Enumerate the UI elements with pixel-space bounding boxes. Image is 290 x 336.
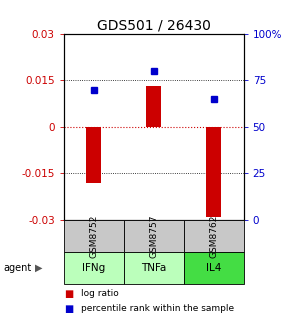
Text: log ratio: log ratio: [81, 289, 119, 298]
Text: TNFa: TNFa: [141, 263, 166, 273]
Text: agent: agent: [3, 263, 31, 273]
Text: percentile rank within the sample: percentile rank within the sample: [81, 304, 234, 313]
Bar: [206, 127, 221, 217]
Text: GSM8762: GSM8762: [209, 214, 218, 258]
Text: GSM8752: GSM8752: [89, 214, 98, 258]
Bar: [146, 86, 161, 127]
Text: ▶: ▶: [35, 263, 43, 273]
Text: GSM8757: GSM8757: [149, 214, 158, 258]
Text: ■: ■: [64, 289, 73, 299]
Text: IL4: IL4: [206, 263, 221, 273]
Bar: [86, 127, 101, 183]
Text: ■: ■: [64, 304, 73, 314]
Text: IFNg: IFNg: [82, 263, 105, 273]
Title: GDS501 / 26430: GDS501 / 26430: [97, 18, 211, 33]
